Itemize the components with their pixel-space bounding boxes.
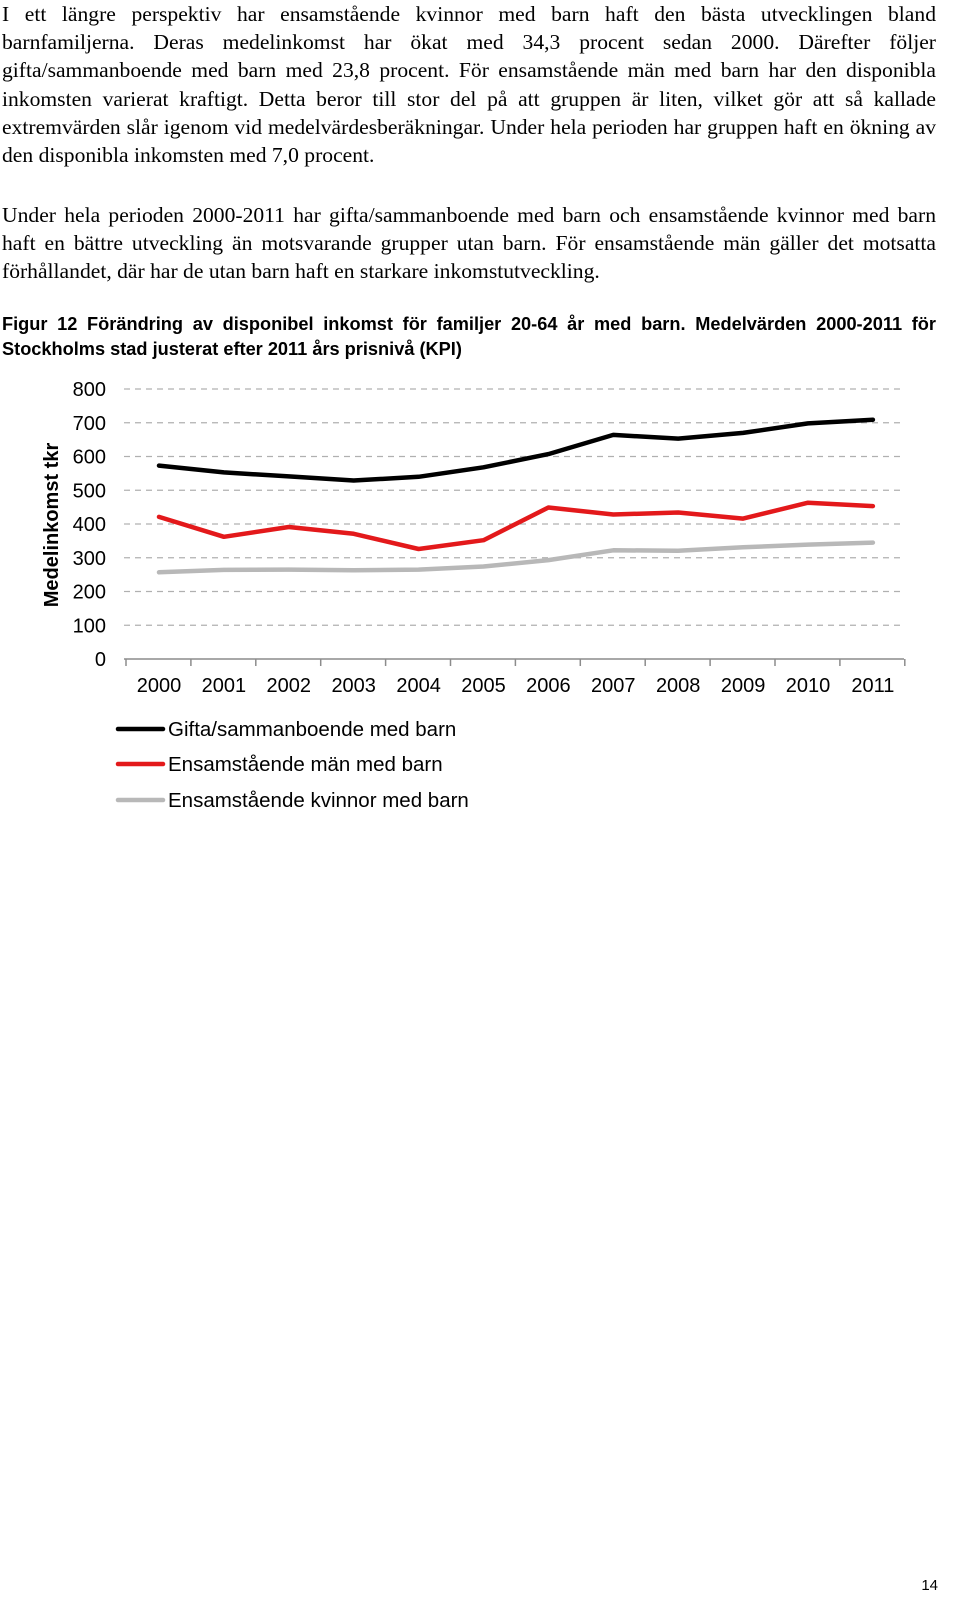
- chart-series: [156, 417, 876, 575]
- series-line-1: [156, 417, 876, 483]
- x-tick-label: 2010: [786, 675, 831, 697]
- y-tick-label: 700: [73, 413, 106, 435]
- series-line-3: [156, 540, 876, 575]
- x-tick-label: 2008: [656, 675, 701, 697]
- y-tick-label: 0: [95, 649, 106, 671]
- y-tick-label: 400: [73, 514, 106, 536]
- page-number: 14: [921, 1577, 938, 1594]
- x-axis-ticks: 2000 2001 2002 2003 2004 2005 2006 2007 2008 2009…: [137, 675, 895, 697]
- x-tick-label: 2002: [267, 675, 312, 697]
- x-tick-label: 2006: [526, 675, 571, 697]
- x-tick-label: 2011: [851, 675, 894, 697]
- chart-legend: Gifta/sammanboende med barn Ensamstående …: [115, 718, 469, 812]
- body-paragraph-2: Under hela perioden 2000-2011 har gifta/…: [2, 203, 936, 284]
- y-axis-label: Medelinkomst tkr: [41, 443, 63, 608]
- chart-axes: [124, 658, 906, 666]
- y-tick-label: 800: [73, 379, 106, 401]
- x-tick-label: 2003: [331, 675, 376, 697]
- x-tick-label: 2007: [591, 675, 636, 697]
- x-tick-label: 2004: [396, 675, 441, 697]
- legend-label: Ensamstående män med barn: [168, 753, 443, 776]
- y-axis-ticks: 0 100 200 300 400 500 600 700 800: [73, 379, 106, 671]
- y-tick-label: 600: [73, 447, 106, 469]
- x-tick-label: 2000: [137, 675, 182, 697]
- x-tick-label: 2005: [461, 675, 506, 697]
- series-line-2: [156, 500, 876, 552]
- legend-label: Gifta/sammanboende med barn: [168, 718, 456, 741]
- legend-label: Ensamstående kvinnor med barn: [168, 789, 469, 812]
- body-paragraph-1: I ett längre perspektiv har ensamstående…: [2, 2, 936, 168]
- x-tick-label: 2001: [202, 675, 247, 697]
- figure-caption: Figur 12 Förändring av disponibel inkoms…: [2, 314, 936, 359]
- y-tick-label: 300: [73, 548, 106, 570]
- y-tick-label: 500: [73, 480, 106, 502]
- y-tick-label: 100: [73, 615, 106, 637]
- y-tick-label: 200: [73, 582, 106, 604]
- x-tick-label: 2009: [721, 675, 766, 697]
